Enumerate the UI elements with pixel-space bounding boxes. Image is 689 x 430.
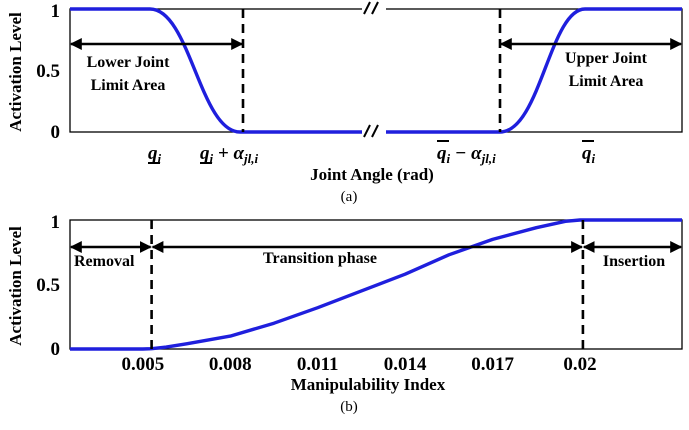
panel-b-ytick-0: 0 [51, 339, 61, 360]
panel-b-insertion-label: Insertion [603, 253, 665, 270]
panel-a-ytick-0: 0 [51, 122, 61, 143]
panel-a-ytick-05: 0.5 [36, 61, 60, 82]
panel-b-activation-curve [70, 218, 682, 351]
panel-b-xticks: 0.005 0.008 0.011 0.014 0.017 0.02 [121, 354, 596, 375]
panel-a-xlabel: Joint Angle (rad) [310, 165, 434, 184]
panel-b-xtick-label: 0.008 [209, 354, 252, 375]
panel-b-ylabel: Activation Level [6, 226, 25, 346]
panel-b-xlabel: Manipulability Index [291, 375, 446, 394]
panel-a-xtick-q-upper: qi [582, 140, 596, 166]
panel-b-xtick-label: 0.02 [563, 354, 596, 375]
panel-a-lower-area-label-line1: Lower Joint [87, 54, 170, 71]
panel-b-ytick-1: 1 [51, 212, 61, 233]
panel-a-upper-area-label-line1: Upper Joint [565, 50, 648, 67]
panel-b-removal-label: Removal [74, 253, 135, 270]
panel-a-caption: (a) [341, 189, 358, 205]
panel-a-ylabel: Activation Level [6, 12, 25, 132]
panel-a-axis-break-top [363, 1, 379, 15]
panel-b-ytick-05: 0.5 [36, 275, 60, 296]
svg-text:qi − αjl,i: qi − αjl,i [437, 143, 496, 166]
panel-a-lower-area-label-line2: Limit Area [91, 77, 166, 94]
panel-a: Activation Level 1 0.5 0 Lower Joint Lim… [6, 1, 683, 205]
panel-b-xtick-label: 0.014 [384, 354, 427, 375]
panel-b-xtick-label: 0.005 [121, 354, 164, 375]
panel-a-xtick-q-upper-minus-alpha: qi − αjl,i [437, 140, 496, 166]
panel-b-xtick-label: 0.017 [471, 354, 514, 375]
svg-text:qi: qi [582, 143, 596, 166]
panel-a-axis-break-bottom [363, 124, 379, 138]
panel-b: Activation Level 1 0.5 0 Removal Transit… [6, 212, 683, 415]
svg-text:qi: qi [148, 143, 162, 166]
panel-a-break-gap-mid [364, 62, 382, 74]
panel-b-frame [69, 219, 683, 350]
panel-a-upper-area-label-line2: Limit Area [569, 73, 644, 90]
panel-b-xtick-label: 0.011 [297, 354, 339, 375]
panel-b-transition-label: Transition phase [263, 250, 377, 267]
panel-a-xtick-q-lower-plus-alpha: qi + αjl,i [200, 143, 258, 166]
panel-a-ytick-1: 1 [51, 1, 61, 22]
panel-a-xtick-q-lower: qi [148, 143, 162, 166]
panel-b-caption: (b) [340, 399, 358, 415]
svg-text:qi + αjl,i: qi + αjl,i [200, 143, 258, 166]
